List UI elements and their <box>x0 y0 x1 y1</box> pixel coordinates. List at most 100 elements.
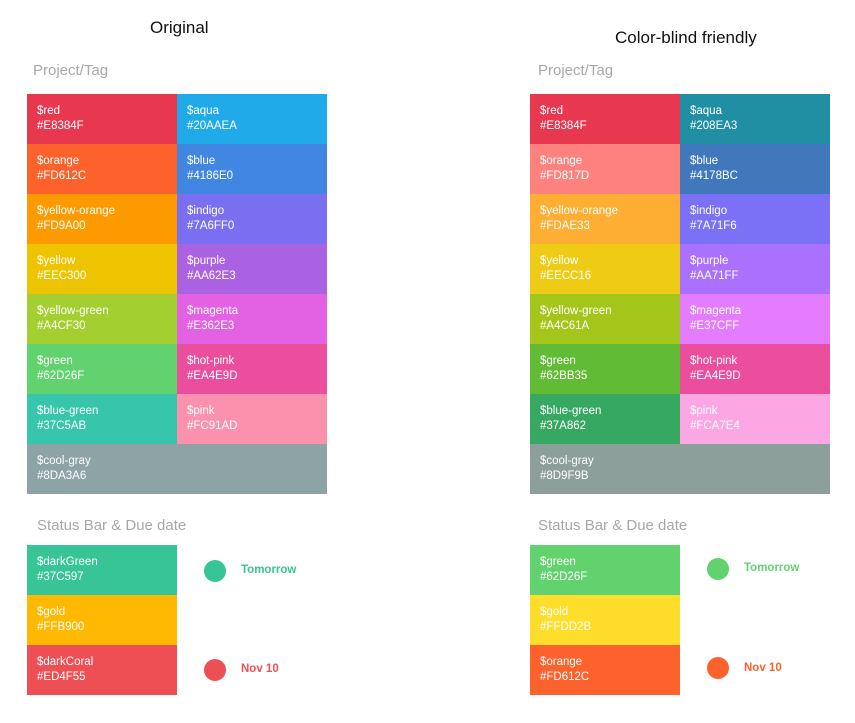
color-swatch: $purple #AA62E3 <box>177 244 327 294</box>
swatch-name: $blue <box>187 155 216 167</box>
color-swatch: $indigo #7A71F6 <box>680 194 830 244</box>
swatch-name: $yellow <box>540 255 579 267</box>
swatch-hex: #E362E3 <box>187 320 235 332</box>
swatch-name: $cool-gray <box>37 455 91 467</box>
swatch-name: $red <box>37 105 61 117</box>
swatch-name: $indigo <box>690 205 728 217</box>
swatch-hex: #EECC16 <box>540 270 592 282</box>
swatch-name: $cool-gray <box>540 455 594 467</box>
color-swatch: $cool-gray #8D9F9B <box>530 444 830 494</box>
color-swatch: $yellow-orange #FD9A00 <box>27 194 177 244</box>
swatch-hex: #AA62E3 <box>187 270 236 282</box>
swatch-hex: #FD817D <box>540 170 590 182</box>
due-dot-icon <box>204 560 226 582</box>
status-swatch: $darkCoral #ED4F55 <box>27 645 177 695</box>
color-swatch: $yellow-orange #FDAE33 <box>530 194 680 244</box>
panel-heading: Color-blind friendly <box>615 28 757 47</box>
swatch-name: $indigo <box>187 205 225 217</box>
color-swatch: $green #62BB35 <box>530 344 680 394</box>
color-swatch: $green #62D26F <box>27 344 177 394</box>
color-swatch: $pink #FCA7E4 <box>680 394 830 444</box>
color-swatch: $aqua #20AAEA <box>177 94 327 144</box>
swatch-hex: #7A6FF0 <box>187 220 235 232</box>
swatch-name: $aqua <box>690 105 722 117</box>
panel-heading: Original <box>150 18 209 37</box>
swatch-hex: #E8384F <box>37 120 84 132</box>
color-swatch: $blue #4186E0 <box>177 144 327 194</box>
color-swatch: $magenta #E37CFF <box>680 294 830 344</box>
swatch-name: $darkGreen <box>37 556 98 568</box>
swatch-name: $purple <box>690 255 729 267</box>
swatch-hex: #7A71F6 <box>690 220 737 232</box>
color-swatch: $cool-gray #8DA3A6 <box>27 444 327 494</box>
project-tag-label: Project/Tag <box>538 62 614 79</box>
swatch-name: $green <box>540 355 576 367</box>
swatch-hex: #FDAE33 <box>540 220 590 232</box>
color-swatch: $red #E8384F <box>530 94 680 144</box>
swatch-name: $darkCoral <box>37 656 94 668</box>
swatch-hex: #A4C61A <box>540 320 590 332</box>
color-swatch: $orange #FD817D <box>530 144 680 194</box>
swatch-hex: #ED4F55 <box>37 671 86 683</box>
swatch-name: $yellow <box>37 255 76 267</box>
swatch-name: $gold <box>540 606 569 618</box>
swatch-hex: #37A862 <box>540 420 587 432</box>
swatch-name: $blue-green <box>540 405 602 417</box>
swatch-hex: #FFDD2B <box>540 621 592 633</box>
swatch-name: $yellow-orange <box>540 205 618 217</box>
swatch-name: $orange <box>37 155 80 167</box>
swatch-hex: #EA4E9D <box>187 370 238 382</box>
swatch-hex: #EEC300 <box>37 270 87 282</box>
swatch-name: $orange <box>540 155 583 167</box>
color-swatch: $yellow-green #A4C61A <box>530 294 680 344</box>
status-swatch: $orange #FD612C <box>530 645 680 695</box>
color-swatch: $red #E8384F <box>27 94 177 144</box>
swatch-name: $pink <box>187 405 215 417</box>
swatch-name: $green <box>540 556 576 568</box>
status-swatch: $green #62D26F <box>530 545 680 595</box>
color-swatch: $orange #FD612C <box>27 144 177 194</box>
color-swatch: $hot-pink #EA4E9D <box>177 344 327 394</box>
status-bar-label: Status Bar & Due date <box>538 517 688 534</box>
due-date-label: Tomorrow <box>241 564 297 576</box>
color-swatch: $purple #AA71FF <box>680 244 830 294</box>
swatch-hex: #62D26F <box>37 370 85 382</box>
swatch-hex: #E37CFF <box>690 320 740 332</box>
swatch-name: $blue <box>690 155 719 167</box>
swatch-hex: #8D9F9B <box>540 470 589 482</box>
status-swatch: $gold #FFB900 <box>27 595 177 645</box>
swatch-hex: #37C597 <box>37 571 84 583</box>
swatch-name: $orange <box>540 656 583 668</box>
due-date-label: Nov 10 <box>241 663 279 675</box>
swatch-hex: #4186E0 <box>187 170 234 182</box>
color-swatch: $magenta #E362E3 <box>177 294 327 344</box>
swatch-hex: #EA4E9D <box>690 370 741 382</box>
swatch-hex: #208EA3 <box>690 120 738 132</box>
due-date-label: Tomorrow <box>744 562 800 574</box>
swatch-name: $hot-pink <box>690 355 738 367</box>
swatch-name: $magenta <box>690 305 742 317</box>
swatch-name: $blue-green <box>37 405 99 417</box>
swatch-name: $purple <box>187 255 226 267</box>
swatch-hex: #FD612C <box>37 170 87 182</box>
status-swatch: $darkGreen #37C597 <box>27 545 177 595</box>
color-swatch: $yellow-green #A4CF30 <box>27 294 177 344</box>
color-swatch: $aqua #208EA3 <box>680 94 830 144</box>
swatch-name: $hot-pink <box>187 355 235 367</box>
swatch-hex: #4178BC <box>690 170 738 182</box>
swatch-hex: #62D26F <box>540 571 588 583</box>
swatch-name: $yellow-green <box>37 305 109 317</box>
swatch-hex: #E8384F <box>540 120 587 132</box>
swatch-hex: #FC91AD <box>187 420 238 432</box>
swatch-name: $green <box>37 355 73 367</box>
swatch-name: $pink <box>690 405 718 417</box>
swatch-hex: #62BB35 <box>540 370 588 382</box>
swatch-hex: #FFB900 <box>37 621 85 633</box>
color-swatch: $yellow #EECC16 <box>530 244 680 294</box>
status-bar-label: Status Bar & Due date <box>37 517 187 534</box>
swatch-hex: #8DA3A6 <box>37 470 87 482</box>
swatch-hex: #A4CF30 <box>37 320 86 332</box>
color-swatch: $indigo #7A6FF0 <box>177 194 327 244</box>
swatch-hex: #AA71FF <box>690 270 739 282</box>
swatch-hex: #20AAEA <box>187 120 237 132</box>
